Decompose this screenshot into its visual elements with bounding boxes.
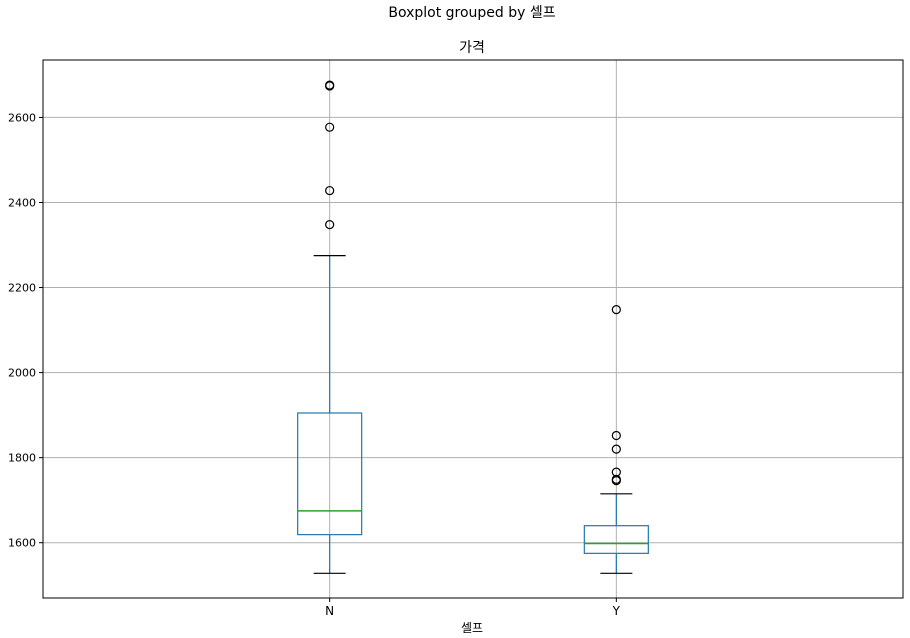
figure-title: Boxplot grouped by 셀프 (388, 5, 555, 21)
y-tick-label: 2200 (8, 282, 36, 295)
x-tick-label: N (325, 604, 334, 618)
outlier-point (611, 430, 621, 441)
outlier-point (611, 467, 621, 477)
y-tick-label: 2400 (8, 196, 36, 209)
box-iqr (297, 412, 363, 536)
outlier-point (611, 474, 621, 484)
outlier-point (325, 219, 335, 230)
chart-title: 가격 (459, 40, 485, 56)
outlier-point (325, 122, 335, 132)
x-tick-label: Y (612, 604, 621, 618)
y-axis-ticks: 1600 1800 2000 2200 2400 2600 (8, 111, 43, 550)
grid-lines (43, 60, 903, 598)
y-tick-label: 1800 (8, 452, 36, 465)
y-tick-label: 2000 (8, 367, 36, 380)
outlier-point (325, 185, 335, 196)
outlier-point (325, 80, 335, 90)
plot-frame (42, 59, 904, 599)
outlier-point (611, 305, 621, 315)
box-iqr (583, 525, 649, 554)
y-tick-label: 1600 (8, 537, 36, 550)
box-series (297, 80, 649, 574)
outlier-point (611, 444, 621, 454)
y-tick-label: 2600 (8, 111, 36, 124)
x-axis-label: 셀프 (461, 621, 483, 635)
